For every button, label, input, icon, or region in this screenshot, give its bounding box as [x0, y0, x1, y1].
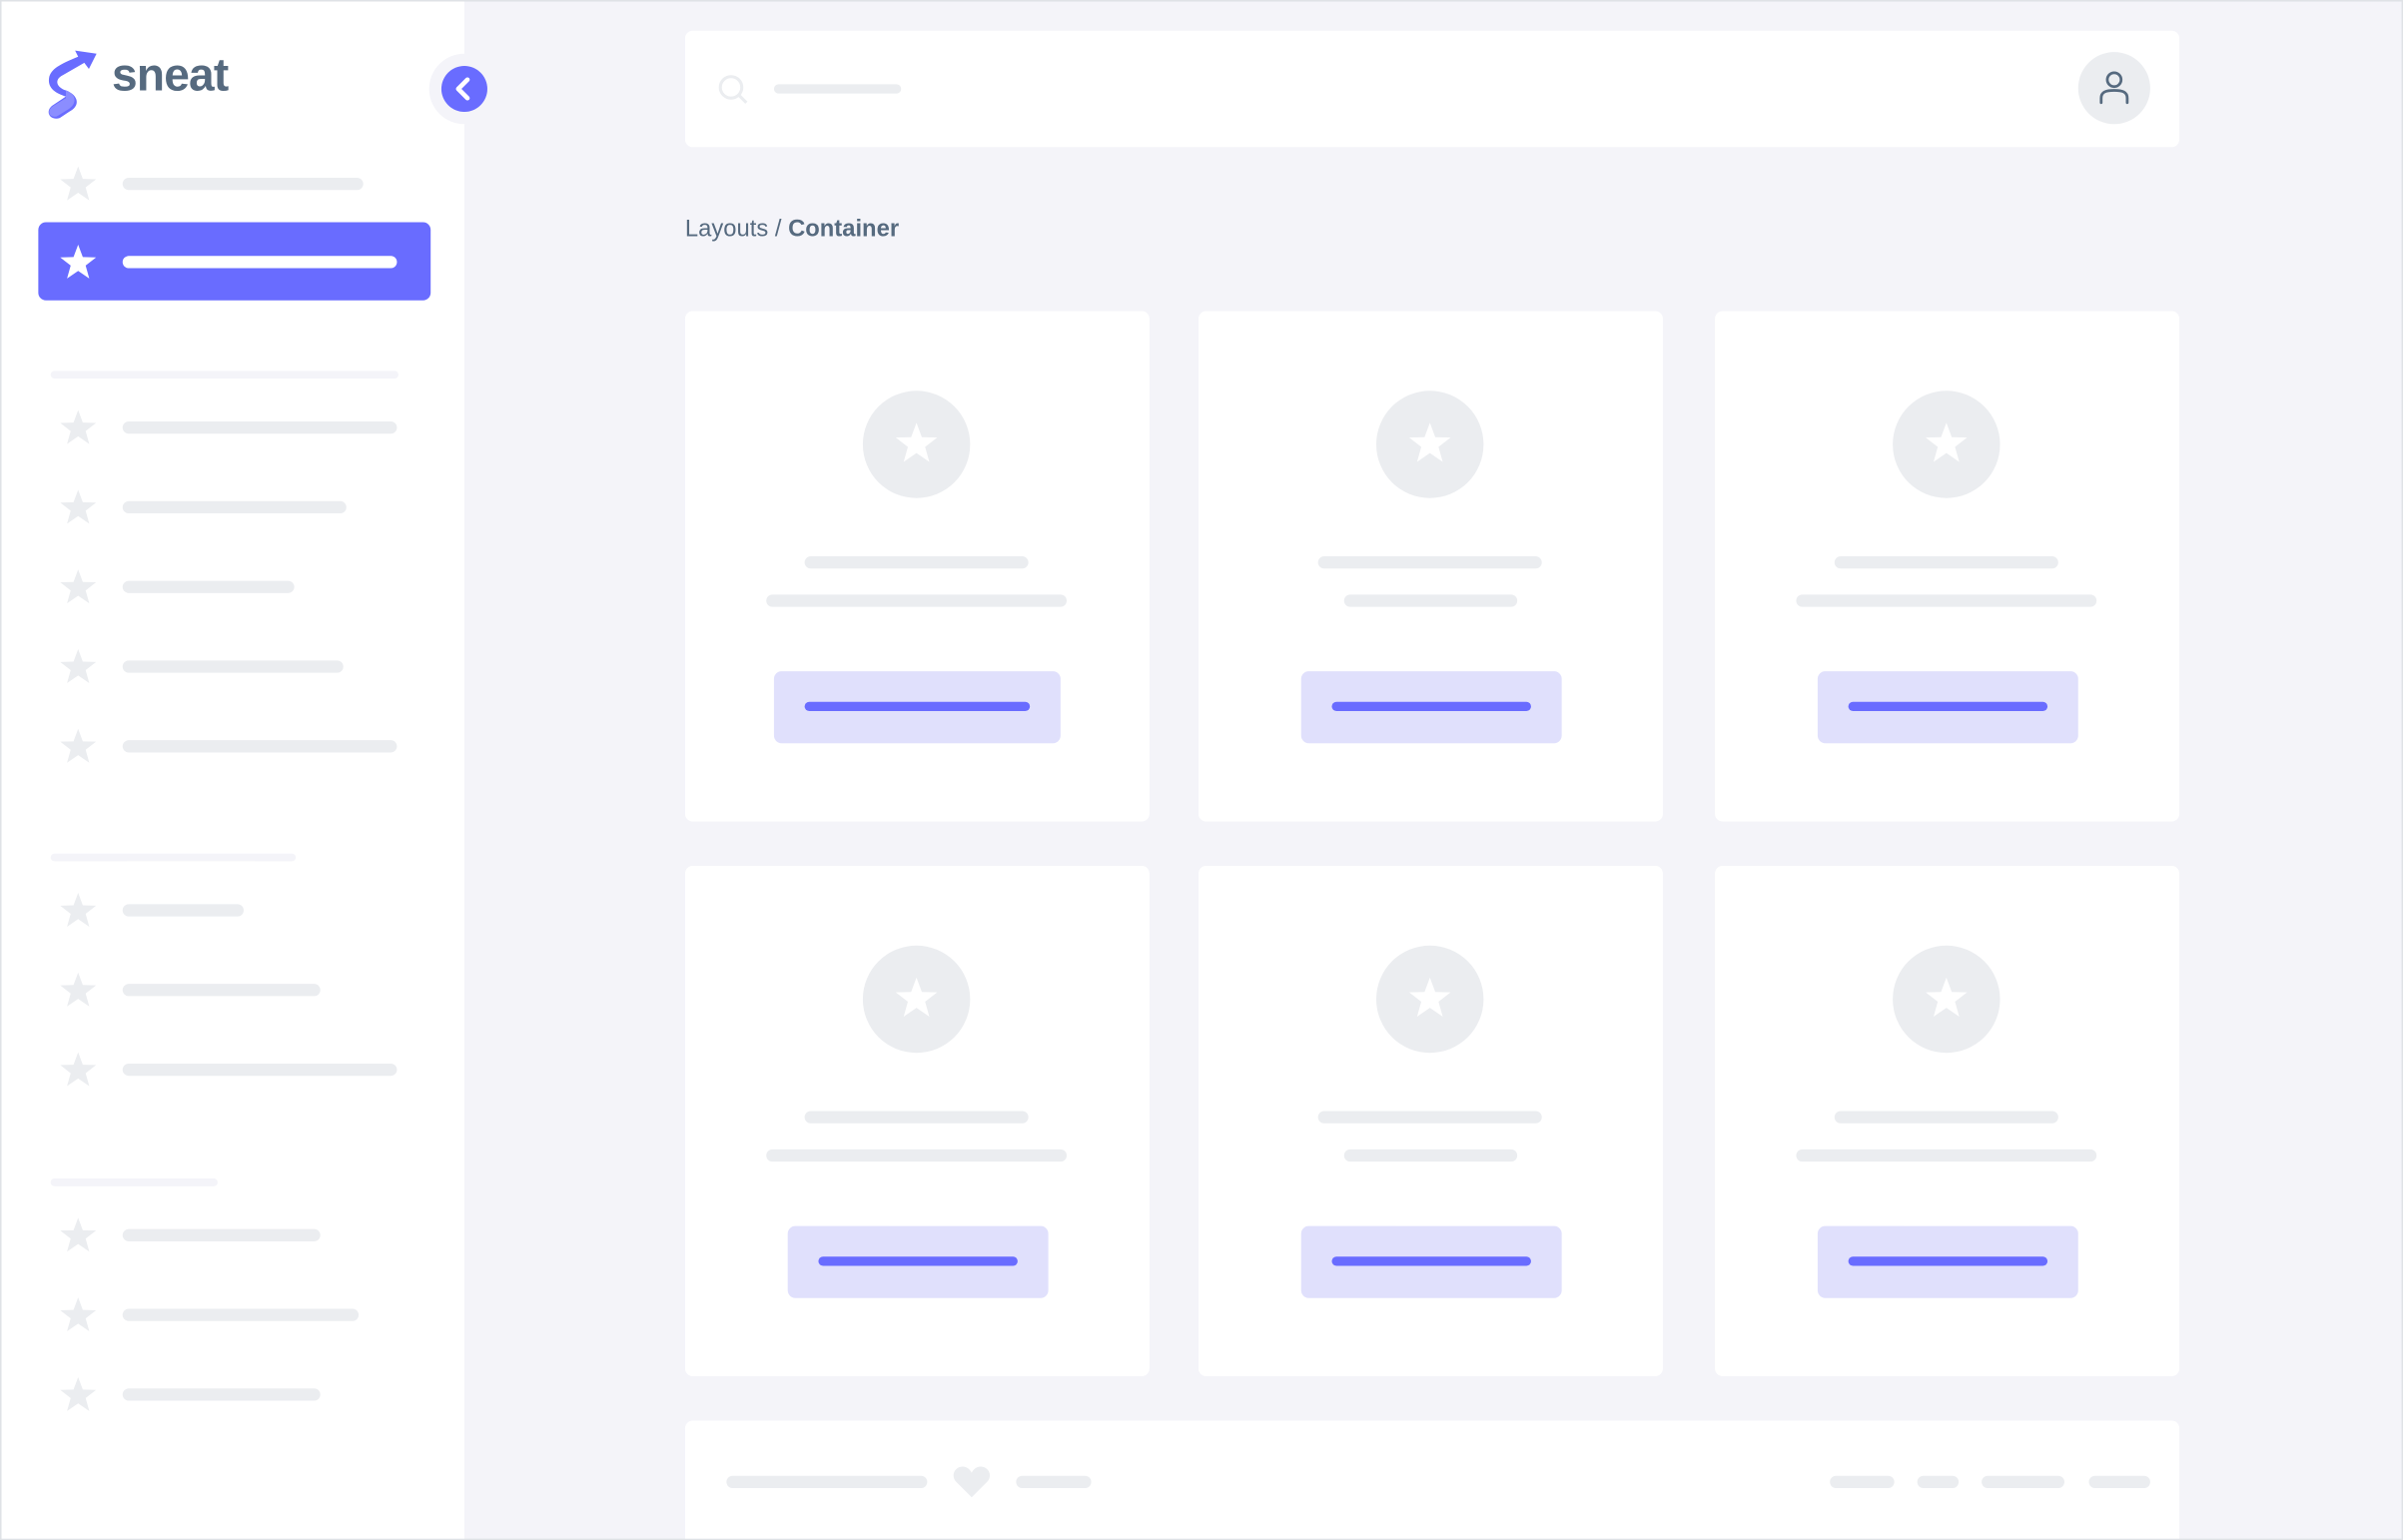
top-navbar	[684, 30, 2180, 148]
card-text	[766, 594, 1068, 607]
card-title	[1834, 556, 2058, 569]
star-icon	[1924, 419, 1970, 473]
card-icon-circle	[1375, 945, 1484, 1054]
sneat-logo-icon	[48, 50, 97, 119]
card	[1198, 311, 1663, 822]
card-button-label	[804, 701, 1031, 712]
card-button-label	[1848, 1256, 2048, 1266]
card	[1715, 865, 2180, 1376]
sidebar-item[interactable]	[122, 904, 244, 917]
breadcrumb-parent[interactable]: Layouts	[684, 216, 769, 243]
sidebar-item[interactable]	[122, 660, 344, 673]
collapse-sidebar-button[interactable]	[428, 53, 500, 125]
sidebar: sneat	[1, 1, 500, 1539]
star-icon	[894, 975, 940, 1029]
sidebar-item[interactable]	[122, 740, 398, 753]
sidebar-section-header	[50, 1178, 218, 1186]
chevron-left-icon	[455, 77, 470, 101]
card-title	[1317, 556, 1542, 569]
card	[684, 865, 1150, 1376]
footer-link[interactable]	[1982, 1475, 2064, 1488]
star-icon	[58, 407, 98, 447]
footer-link[interactable]	[1917, 1475, 1960, 1488]
star-icon	[58, 647, 98, 687]
user-icon	[2099, 71, 2129, 105]
footer-author-link[interactable]	[1016, 1475, 1092, 1488]
footer	[684, 1420, 2180, 1539]
card-icon-circle	[1893, 390, 2001, 498]
card-button[interactable]	[1300, 671, 1562, 744]
breadcrumb: Layouts / Container	[685, 216, 899, 244]
sidebar-item[interactable]	[122, 256, 398, 269]
sidebar-item[interactable]	[122, 1308, 360, 1321]
card-text	[1796, 594, 2097, 607]
card-button-label	[1848, 701, 2048, 712]
card-text	[1343, 1149, 1518, 1162]
card-button[interactable]	[787, 1225, 1049, 1298]
search-icon[interactable]	[717, 74, 751, 108]
star-icon	[1407, 419, 1453, 473]
star-icon	[58, 1050, 98, 1090]
star-icon	[1407, 975, 1453, 1029]
breadcrumb-current: Container	[788, 216, 900, 243]
card-icon-circle	[1893, 945, 2001, 1054]
star-icon	[58, 242, 98, 282]
card	[1715, 311, 2180, 822]
star-icon	[58, 970, 98, 1010]
footer-link[interactable]	[2088, 1475, 2150, 1488]
card-title	[1317, 1111, 1542, 1124]
sidebar-section-header	[50, 853, 297, 862]
search-input[interactable]	[773, 84, 902, 94]
sidebar-item[interactable]	[122, 500, 347, 514]
card-icon-circle	[862, 945, 971, 1054]
card-button-label	[1331, 1256, 1531, 1266]
footer-link[interactable]	[1830, 1475, 1895, 1488]
card-button[interactable]	[773, 671, 1061, 744]
sidebar-section-header	[50, 371, 399, 380]
card	[684, 311, 1150, 822]
card-icon-circle	[862, 390, 971, 498]
card-title	[804, 1111, 1029, 1124]
star-icon	[58, 567, 98, 607]
card-button[interactable]	[1817, 671, 2078, 744]
card-title	[1834, 1111, 2058, 1124]
card-text	[1796, 1149, 2097, 1162]
avatar[interactable]	[2077, 52, 2150, 125]
star-icon	[58, 891, 98, 931]
star-icon	[58, 1215, 98, 1255]
card-button-label	[818, 1256, 1018, 1266]
star-icon	[58, 726, 98, 766]
card-button-label	[1331, 701, 1531, 712]
sidebar-item[interactable]	[122, 1228, 321, 1241]
sidebar-item[interactable]	[122, 420, 398, 434]
card-title	[804, 556, 1029, 569]
card	[1198, 865, 1663, 1376]
card-icon-circle	[1375, 390, 1484, 498]
logo-text: sneat	[112, 50, 229, 102]
card-button[interactable]	[1300, 1225, 1562, 1298]
card-text	[1343, 594, 1518, 607]
footer-copyright	[726, 1475, 928, 1488]
sidebar-item[interactable]	[122, 178, 364, 191]
sidebar-item[interactable]	[122, 1063, 398, 1077]
heart-icon	[953, 1466, 991, 1498]
star-icon	[1924, 975, 1970, 1029]
breadcrumb-separator: /	[768, 216, 789, 243]
star-icon	[58, 1374, 98, 1414]
star-icon	[894, 419, 940, 473]
star-icon	[58, 1295, 98, 1335]
star-icon	[58, 164, 98, 204]
card-text	[766, 1149, 1068, 1162]
sidebar-item[interactable]	[122, 984, 321, 997]
sidebar-item[interactable]	[122, 580, 295, 593]
sidebar-item[interactable]	[122, 1388, 321, 1401]
card-button[interactable]	[1817, 1225, 2078, 1298]
star-icon	[58, 487, 98, 527]
